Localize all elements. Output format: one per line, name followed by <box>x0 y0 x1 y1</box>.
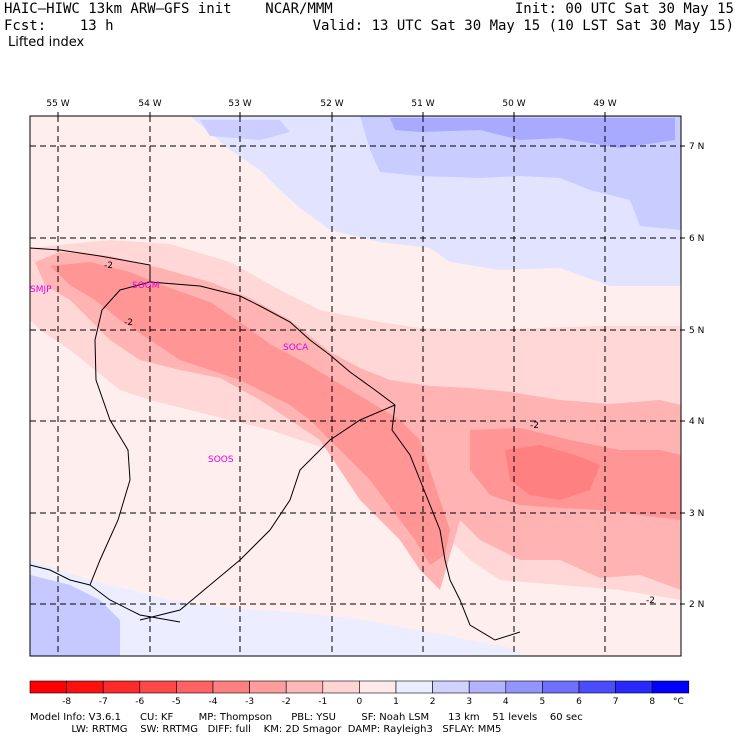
colorbar-box <box>29 680 67 694</box>
station-sogm: SOGM <box>132 281 160 291</box>
lat-label-5n: 5 N <box>689 326 704 336</box>
colorbar-tick-label: -6 <box>135 697 144 707</box>
colorbar: -8 -7 -6 -5 -4 -3 -2 -1 0 1 2 3 4 5 6 7 8 °C <box>29 680 690 707</box>
colorbar-boxes <box>29 680 690 694</box>
colorbar-box <box>102 680 141 694</box>
station-smjp: SMJP <box>30 285 52 295</box>
colorbar-box <box>615 680 653 694</box>
colorbar-box <box>505 680 543 694</box>
station-soca: SOCA <box>283 343 309 353</box>
shade-blue-small-north <box>200 120 290 140</box>
model-info-line2: LW: RRTMG SW: RRTMG DIFF: full KM: 2D Sm… <box>30 724 502 735</box>
colorbar-tick-label: 5 <box>540 697 546 707</box>
colorbar-labels: -8 -7 -6 -5 -4 -3 -2 -1 0 1 2 3 4 5 6 7 8 <box>62 697 655 707</box>
colorbar-tick-label: 1 <box>393 697 399 707</box>
colorbar-tick-label: 3 <box>466 697 472 707</box>
map-plot: 55 W 54 W 53 W 52 W 51 W 50 W 49 W 7 N 6… <box>29 99 704 657</box>
lon-label-54w: 54 W <box>138 99 161 109</box>
coastline <box>29 247 396 406</box>
model-title: HAIC–HIWC 13km ARW–GFS init NCAR/MMM <box>4 1 333 17</box>
contour-label: -2 <box>124 318 133 328</box>
lat-label-7n: 7 N <box>689 142 704 152</box>
colorbar-box <box>542 680 580 694</box>
colorbar-box <box>285 680 324 694</box>
map-frame <box>29 115 682 657</box>
border-west <box>89 281 181 623</box>
colorbar-tick-label: 2 <box>430 697 436 707</box>
colorbar-tick-label: 6 <box>576 697 582 707</box>
init-time: Init: 00 UTC Sat 30 May 15 <box>514 1 734 17</box>
lat-label-2n: 2 N <box>689 600 704 610</box>
lon-label-53w: 53 W <box>228 99 251 109</box>
axis-ticks <box>57 112 685 605</box>
lat-label-6n: 6 N <box>689 234 704 244</box>
colorbar-box <box>395 680 433 694</box>
colorbar-box <box>176 680 214 694</box>
colorbar-box <box>578 680 616 694</box>
colorbar-tick-label: -5 <box>172 697 181 707</box>
colorbar-box <box>359 680 397 694</box>
colorbar-tick-label: -7 <box>99 697 108 707</box>
colorbar-unit: °C <box>673 697 684 707</box>
colorbar-tick-label: -8 <box>62 697 71 707</box>
colorbar-box <box>432 680 470 694</box>
colorbar-tick-label: 0 <box>357 697 363 707</box>
lat-label-3n: 3 N <box>689 509 704 519</box>
contour-label: -2 <box>104 261 113 271</box>
colorbar-tick-label: -2 <box>282 697 291 707</box>
colorbar-tick-label: -1 <box>318 697 327 707</box>
lat-label-4n: 4 N <box>689 417 704 427</box>
field-name: Lifted index <box>8 35 85 50</box>
colorbar-tick-label: 8 <box>649 697 655 707</box>
shade-blue-southwest <box>30 560 520 656</box>
lon-label-51w: 51 W <box>411 99 434 109</box>
shade-blue-sw-deep <box>30 575 120 656</box>
colorbar-tick-label: 4 <box>503 697 509 707</box>
lon-label-49w: 49 W <box>593 99 616 109</box>
border-maroni <box>391 404 521 641</box>
contour-label: -2 <box>530 421 539 431</box>
colorbar-tick-label: -4 <box>209 697 218 707</box>
shade-blue-deep <box>390 118 675 148</box>
colorbar-box <box>651 680 690 694</box>
lon-label-55w: 55 W <box>46 99 69 109</box>
colorbar-box <box>468 680 507 694</box>
graticule <box>30 116 681 656</box>
contour-label: -2 <box>646 596 655 606</box>
border-southwest <box>29 564 91 586</box>
colorbar-box <box>139 680 177 694</box>
colorbar-tick-label: -3 <box>245 697 254 707</box>
forecast-hour: Fcst: 13 h <box>4 18 114 34</box>
lon-label-52w: 52 W <box>320 99 343 109</box>
shade-pink-core-east <box>505 445 600 500</box>
colorbar-box <box>212 680 250 694</box>
colorbar-box <box>322 680 360 694</box>
colorbar-box <box>249 680 287 694</box>
colorbar-box <box>66 680 104 694</box>
lon-label-50w: 50 W <box>502 99 525 109</box>
station-soos: SOOS <box>208 455 234 465</box>
colorbar-tick-label: 7 <box>613 697 619 707</box>
model-info-line1: Model Info: V3.6.1 CU: KF MP: Thompson P… <box>30 712 583 723</box>
valid-time: Valid: 13 UTC Sat 30 May 15 (10 LST Sat … <box>312 18 734 34</box>
border-south <box>139 404 396 621</box>
